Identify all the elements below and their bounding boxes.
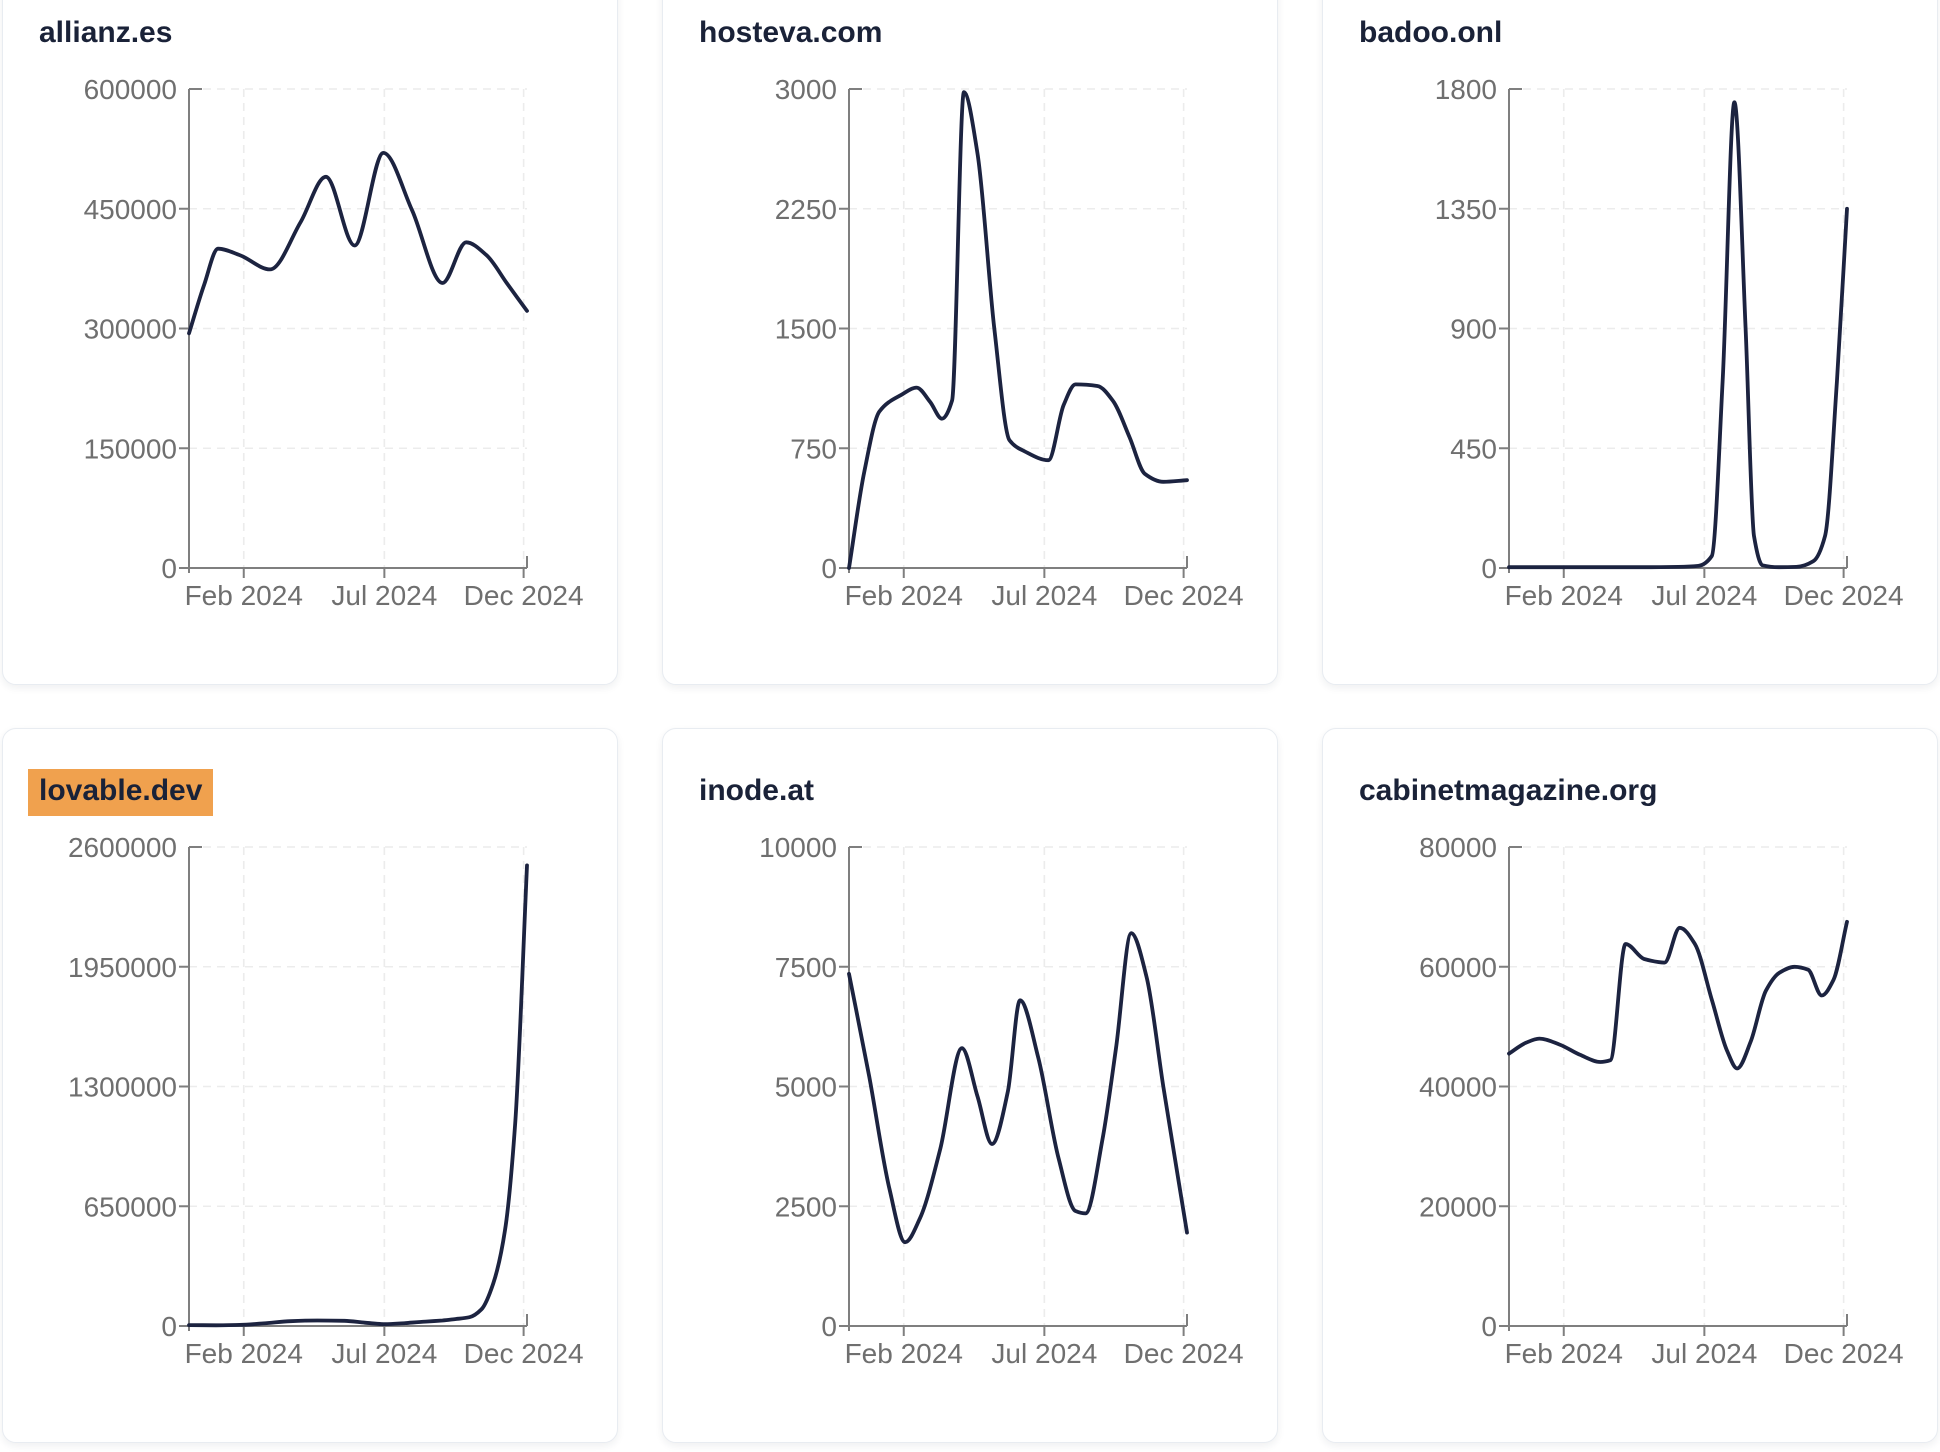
data-line: [847, 931, 1189, 1245]
chart-title-text: inode.at: [699, 774, 815, 807]
x-tick-label: Dec 2024: [1124, 580, 1244, 611]
chart-title-text: hosteva.com: [699, 16, 883, 49]
y-tick-label: 20000: [1419, 1191, 1497, 1222]
chart-title: cabinetmagazine.org: [1359, 773, 1657, 809]
y-tick-label: 2600000: [68, 832, 177, 863]
x-tick-label: Jul 2024: [991, 580, 1097, 611]
chart-title-text: badoo.onl: [1359, 16, 1503, 49]
chart-card-inode.at[interactable]: inode.at 10000 7500 5000 2500 0 Feb 2024 Jul 2…: [662, 728, 1278, 1443]
chart-card-hosteva.com[interactable]: hosteva.com 3000 2250 1500 750 0 Feb 2024 Jul …: [662, 0, 1278, 685]
y-tick-label: 0: [161, 1311, 177, 1342]
y-tick-label: 650000: [84, 1191, 177, 1222]
data-line: [187, 863, 529, 1328]
data-line: [187, 151, 529, 336]
line-chart-svg: 10000 7500 5000 2500 0 Feb 2024 Jul 2024 Dec 20…: [759, 832, 1244, 1369]
x-tick-label: Feb 2024: [185, 580, 303, 611]
x-tick-label: Dec 2024: [1784, 1338, 1904, 1369]
y-tick-label: 600000: [84, 74, 177, 105]
y-tick-label: 0: [821, 553, 837, 584]
x-tick-label: Jul 2024: [991, 1338, 1097, 1369]
x-tick-label: Jul 2024: [331, 1338, 437, 1369]
y-tick-label: 7500: [775, 952, 837, 983]
y-tick-label: 2500: [775, 1191, 837, 1222]
y-tick-label: 450: [1450, 433, 1497, 464]
x-tick-label: Feb 2024: [845, 1338, 963, 1369]
y-tick-label: 1800: [1435, 74, 1497, 105]
chart-title-text-highlighted: lovable.dev: [28, 769, 214, 816]
x-tick-label: Dec 2024: [1124, 1338, 1244, 1369]
y-tick-label: 0: [1481, 1311, 1497, 1342]
y-tick-label: 900: [1450, 314, 1497, 345]
y-tick-label: 3000: [775, 74, 837, 105]
data-line: [847, 90, 1189, 570]
y-tick-label: 1350: [1435, 194, 1497, 225]
chart-card-badoo.onl[interactable]: badoo.onl 1800 1350 900 450 0 Feb 2024 Jul 202…: [1322, 0, 1938, 685]
x-tick-label: Feb 2024: [1505, 1338, 1623, 1369]
y-tick-label: 1300000: [68, 1072, 177, 1103]
line-chart-svg: 1800 1350 900 450 0 Feb 2024 Jul 2024 Dec 2024: [1435, 74, 1904, 611]
y-tick-label: 0: [161, 553, 177, 584]
y-tick-label: 0: [1481, 553, 1497, 584]
chart-title: lovable.dev: [28, 769, 214, 816]
y-tick-label: 5000: [775, 1072, 837, 1103]
chart-card-cabinetmagazine.org[interactable]: cabinetmagazine.org 80000 60000 40000 20000…: [1322, 728, 1938, 1443]
x-tick-label: Dec 2024: [1784, 580, 1904, 611]
x-tick-label: Dec 2024: [464, 1338, 584, 1369]
y-tick-label: 40000: [1419, 1072, 1497, 1103]
y-tick-label: 10000: [759, 832, 837, 863]
x-tick-label: Feb 2024: [1505, 580, 1623, 611]
line-chart-svg: 80000 60000 40000 20000 0 Feb 2024 Jul 2024 Dec…: [1419, 832, 1904, 1369]
y-tick-label: 450000: [84, 194, 177, 225]
x-tick-label: Jul 2024: [1651, 1338, 1757, 1369]
x-tick-label: Feb 2024: [845, 580, 963, 611]
chart-title-text: cabinetmagazine.org: [1359, 774, 1658, 807]
chart-card-lovable.dev[interactable]: lovable.dev 2600000 1950000 1300000 650000 0…: [2, 728, 618, 1443]
x-tick-label: Jul 2024: [1651, 580, 1757, 611]
x-tick-label: Jul 2024: [331, 580, 437, 611]
chart-title: hosteva.com: [699, 15, 882, 51]
chart-title-text: allianz.es: [39, 16, 173, 49]
y-tick-label: 2250: [775, 194, 837, 225]
y-tick-label: 300000: [84, 314, 177, 345]
data-line: [1507, 919, 1849, 1071]
y-tick-label: 0: [821, 1311, 837, 1342]
y-tick-label: 750: [790, 433, 837, 464]
y-tick-label: 80000: [1419, 832, 1497, 863]
y-tick-label: 1950000: [68, 952, 177, 983]
chart-title: inode.at: [699, 773, 814, 809]
y-tick-label: 150000: [84, 433, 177, 464]
line-chart-svg: 2600000 1950000 1300000 650000 0 Feb 2024 Jul …: [68, 832, 584, 1369]
y-tick-label: 1500: [775, 314, 837, 345]
chart-card-allianz.es[interactable]: allianz.es 600000 450000 300000 150000 0 Feb …: [2, 0, 618, 685]
chart-title: allianz.es: [39, 15, 172, 51]
line-chart-svg: 600000 450000 300000 150000 0 Feb 2024 Jul 202…: [84, 74, 584, 611]
chart-title: badoo.onl: [1359, 15, 1502, 51]
y-tick-label: 60000: [1419, 952, 1497, 983]
data-line: [1507, 100, 1849, 570]
x-tick-label: Dec 2024: [464, 580, 584, 611]
x-tick-label: Feb 2024: [185, 1338, 303, 1369]
line-chart-svg: 3000 2250 1500 750 0 Feb 2024 Jul 2024 Dec 2024: [775, 74, 1244, 611]
